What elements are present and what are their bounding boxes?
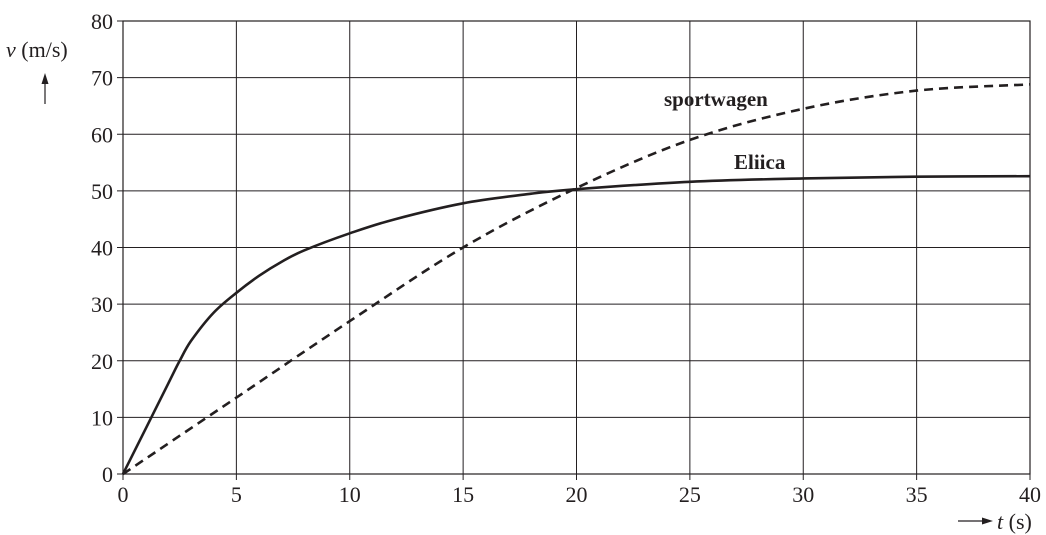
x-tick-label: 35 [906,482,928,507]
y-axis-arrow-head [41,73,49,84]
y-tick-label: 30 [91,292,113,317]
x-tick-label: 25 [679,482,701,507]
x-tick-label: 0 [118,482,129,507]
series-label-eliica: Eliica [734,150,786,174]
y-tick-label: 20 [91,349,113,374]
y-axis-unit: (m/s) [16,37,68,62]
series-label-sportwagen: sportwagen [664,87,768,111]
x-tick-label: 10 [339,482,361,507]
y-tick-label: 60 [91,122,113,147]
series-line-eliica [121,174,1031,475]
y-axis-title: v (m/s) [6,37,68,104]
series-line-sportwagen [122,83,1031,476]
x-tick-label: 20 [566,482,588,507]
y-tick-label: 50 [91,179,113,204]
y-tick-label: 40 [91,236,113,261]
x-tick-label: 40 [1019,482,1041,507]
plot-frame [122,20,1031,475]
y-tick-label: 80 [91,9,113,34]
y-axis-symbol: v [6,37,16,62]
x-tick-label: 5 [231,482,242,507]
y-tick-label: 70 [91,66,113,91]
svg-text:t (s): t (s) [997,509,1032,534]
x-axis-title: t (s) [958,509,1032,534]
y-tick-label: 10 [91,405,113,430]
x-axis-unit: (s) [1003,509,1032,534]
x-axis-arrow-head [982,517,993,525]
x-tick-label: 30 [792,482,814,507]
x-axis-symbol: t [997,509,1004,534]
grid-lines [117,20,1031,480]
svg-text:v (m/s): v (m/s) [6,37,68,62]
y-tick-label: 0 [102,462,113,487]
series-lines [121,83,1031,476]
tick-labels: 0 5 10 15 20 25 30 35 40 0 10 20 30 40 50 60 70 80 [91,9,1041,507]
x-tick-label: 15 [452,482,474,507]
